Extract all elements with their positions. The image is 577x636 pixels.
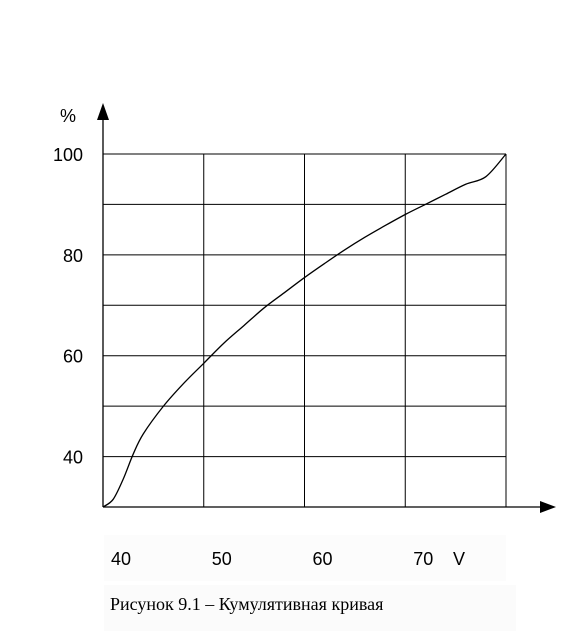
axes-layer — [97, 103, 556, 513]
tick-label-band — [104, 535, 506, 581]
x-tick-label: 40 — [111, 549, 131, 569]
x-tick-label: 60 — [312, 549, 332, 569]
x-axis-label: V — [453, 549, 465, 569]
caption-band — [104, 585, 516, 631]
x-tick-label: 70 — [413, 549, 433, 569]
labels-layer: % V 40 60 80 100 40 50 60 70 — [53, 106, 465, 569]
figure-caption: Рисунок 9.1 – Кумулятивная кривая — [110, 594, 384, 614]
y-axis-arrow — [97, 103, 109, 120]
y-tick-label: 40 — [63, 448, 83, 468]
y-axis-label: % — [60, 106, 76, 126]
y-tick-label: 60 — [63, 347, 83, 367]
y-tick-label: 100 — [53, 145, 83, 165]
cumulative-curve — [102, 153, 507, 508]
grid-layer — [103, 153, 507, 507]
x-tick-label: 50 — [212, 549, 232, 569]
x-axis-arrow — [540, 501, 556, 513]
y-tick-label: 80 — [63, 246, 83, 266]
